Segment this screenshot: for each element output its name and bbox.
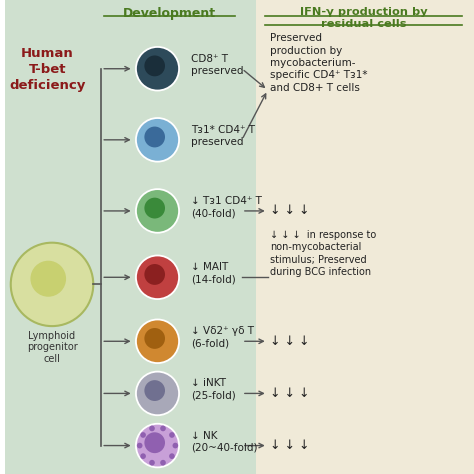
Text: ↓ ↓ ↓: ↓ ↓ ↓ bbox=[270, 204, 310, 218]
Circle shape bbox=[160, 426, 166, 431]
Text: ↓ MAIT
(14-fold): ↓ MAIT (14-fold) bbox=[191, 262, 236, 285]
Circle shape bbox=[140, 432, 146, 438]
Circle shape bbox=[145, 380, 165, 401]
Circle shape bbox=[136, 319, 179, 363]
Circle shape bbox=[145, 264, 165, 285]
Bar bbox=[5, 0, 256, 474]
Text: ↓ ↓ ↓  in response to
non-mycobacterial
stimulus; Preserved
during BCG infection: ↓ ↓ ↓ in response to non-mycobacterial s… bbox=[270, 230, 376, 277]
Circle shape bbox=[136, 424, 179, 467]
Circle shape bbox=[30, 261, 66, 297]
Text: Human
T-bet
deficiency: Human T-bet deficiency bbox=[9, 47, 85, 92]
Text: ↓ iNKT
(25-fold): ↓ iNKT (25-fold) bbox=[191, 378, 236, 401]
Text: IFN-γ production by
residual cells: IFN-γ production by residual cells bbox=[300, 7, 428, 29]
Circle shape bbox=[136, 118, 179, 162]
Circle shape bbox=[136, 255, 179, 299]
Text: ↓ ↓ ↓: ↓ ↓ ↓ bbox=[270, 439, 310, 452]
Circle shape bbox=[140, 453, 146, 459]
Circle shape bbox=[169, 453, 175, 459]
Circle shape bbox=[149, 426, 155, 431]
Text: Lymphoid
progenitor
cell: Lymphoid progenitor cell bbox=[27, 331, 77, 364]
Circle shape bbox=[137, 443, 143, 448]
Circle shape bbox=[136, 372, 179, 415]
Text: ↓ NK
(20~40-fold): ↓ NK (20~40-fold) bbox=[191, 430, 257, 453]
Circle shape bbox=[145, 432, 165, 453]
Text: Tᴈ1* CD4⁺ T
preserved: Tᴈ1* CD4⁺ T preserved bbox=[191, 125, 255, 147]
Text: ↓ ↓ ↓: ↓ ↓ ↓ bbox=[270, 387, 310, 400]
Text: CD8⁺ T
preserved: CD8⁺ T preserved bbox=[191, 54, 243, 76]
Circle shape bbox=[173, 443, 178, 448]
Circle shape bbox=[145, 127, 165, 147]
Text: Preserved
production by
mycobacterium-
specific CD4⁺ Tᴈ1*
and CD8+ T cells: Preserved production by mycobacterium- s… bbox=[270, 33, 367, 93]
Circle shape bbox=[145, 328, 165, 349]
Circle shape bbox=[136, 47, 179, 91]
Text: Development: Development bbox=[123, 7, 216, 20]
Circle shape bbox=[160, 460, 166, 465]
Circle shape bbox=[145, 55, 165, 76]
Circle shape bbox=[145, 198, 165, 219]
Text: ↓ ↓ ↓: ↓ ↓ ↓ bbox=[270, 335, 310, 348]
Circle shape bbox=[169, 432, 175, 438]
Text: ↓ Tᴈ1 CD4⁺ T
(40-fold): ↓ Tᴈ1 CD4⁺ T (40-fold) bbox=[191, 196, 262, 219]
Circle shape bbox=[11, 243, 93, 326]
Circle shape bbox=[149, 460, 155, 465]
Bar bbox=[256, 0, 474, 474]
Text: ↓ Vδ2⁺ γδ T
(6-fold): ↓ Vδ2⁺ γδ T (6-fold) bbox=[191, 326, 254, 349]
Circle shape bbox=[136, 189, 179, 233]
